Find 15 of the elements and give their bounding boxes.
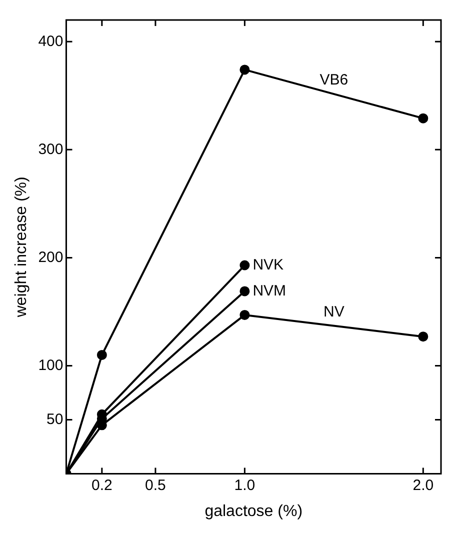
x-tick-label: 1.0 bbox=[234, 476, 256, 494]
y-tick-label: 200 bbox=[38, 248, 64, 266]
x-axis-title: galactose (%) bbox=[204, 502, 303, 520]
x-tick-label: 2.0 bbox=[412, 476, 434, 494]
x-tick-label: 0.2 bbox=[91, 476, 112, 494]
x-tick-label: 0.5 bbox=[145, 476, 166, 494]
series-label: VB6 bbox=[320, 72, 348, 89]
y-tick-label: 400 bbox=[38, 32, 64, 50]
series-label: NV bbox=[324, 303, 344, 320]
y-tick-label: 100 bbox=[38, 356, 64, 374]
y-tick-label: 50 bbox=[46, 410, 64, 428]
y-axis-title: weight increase (%) bbox=[13, 176, 30, 318]
series-label: NVK bbox=[252, 256, 284, 274]
series-label: NVM bbox=[252, 282, 286, 300]
y-tick-label: 300 bbox=[38, 140, 64, 158]
